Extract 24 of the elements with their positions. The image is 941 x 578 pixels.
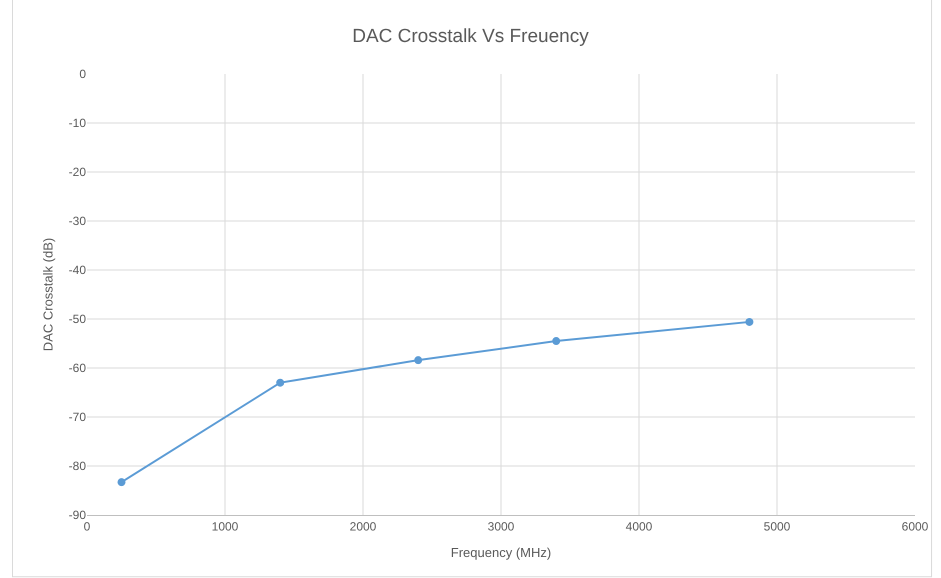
y-tick-label: -30 [68,214,86,228]
x-axis-title: Frequency (MHz) [450,545,552,560]
y-tick-label: -50 [68,312,86,326]
y-tick-label: -80 [68,459,86,474]
y-axis-title: DAC Crosstalk (dB) [40,238,56,352]
y-tick-label: -20 [68,165,86,180]
y-tick-label: -70 [68,410,86,424]
x-tick-label: 3000 [488,519,515,534]
point [118,478,126,486]
point [276,378,284,387]
point [414,356,422,364]
y-tick-label: -90 [68,508,86,522]
x-tick-label: 1000 [212,519,239,534]
y-tick-label: 0 [79,67,86,82]
point [745,318,754,326]
x-tick-label: 5000 [764,519,791,534]
y-tick-label: -10 [68,116,86,130]
x-tick-label: 2000 [350,519,377,534]
x-tick-label: 6000 [902,519,929,534]
y-tick-label: -40 [68,263,86,278]
y-tick-label: -60 [68,361,86,376]
chart-title: DAC Crosstalk Vs Freuency [352,26,590,48]
x-tick-label: 4000 [626,519,653,534]
point [552,337,560,346]
